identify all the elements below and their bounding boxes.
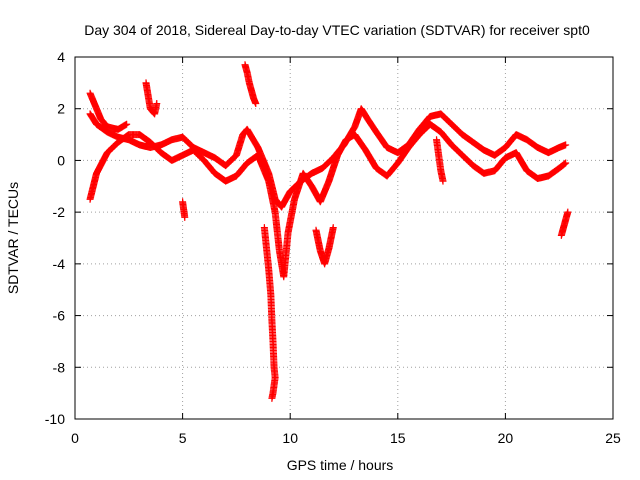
x-tick-label: 5 <box>179 430 187 446</box>
axis-ticks: 0 5 10 15 20 25 -10 -8 -6 -4 -2 0 2 4 <box>45 49 621 446</box>
y-tick-label: 2 <box>57 101 65 117</box>
y-axis-label: SDTVAR / TECUs <box>5 182 21 294</box>
plot-frame <box>74 56 614 420</box>
x-tick-label: 15 <box>390 430 406 446</box>
x-tick-label: 20 <box>498 430 514 446</box>
data-point <box>329 224 337 232</box>
data-series <box>86 61 572 402</box>
data-point <box>123 120 131 128</box>
data-point <box>564 208 572 216</box>
y-tick-label: -6 <box>53 308 66 324</box>
data-point <box>562 159 570 167</box>
y-tick-label: 0 <box>57 152 65 168</box>
data-point <box>439 177 447 185</box>
data-point <box>153 100 161 108</box>
data-point <box>268 394 276 402</box>
y-tick-label: 4 <box>57 49 65 65</box>
x-tick-label: 10 <box>282 430 298 446</box>
data-point <box>181 213 189 221</box>
data-point <box>562 141 570 149</box>
y-tick-label: -10 <box>45 411 65 427</box>
x-axis-label: GPS time / hours <box>287 457 394 473</box>
data-point <box>252 100 260 108</box>
y-tick-label: -8 <box>53 359 66 375</box>
chart-title: Day 304 of 2018, Sidereal Day-to-day VTE… <box>84 22 590 38</box>
y-tick-label: -2 <box>53 204 66 220</box>
x-tick-label: 0 <box>71 430 79 446</box>
y-tick-label: -4 <box>53 256 66 272</box>
x-tick-label: 25 <box>605 430 621 446</box>
